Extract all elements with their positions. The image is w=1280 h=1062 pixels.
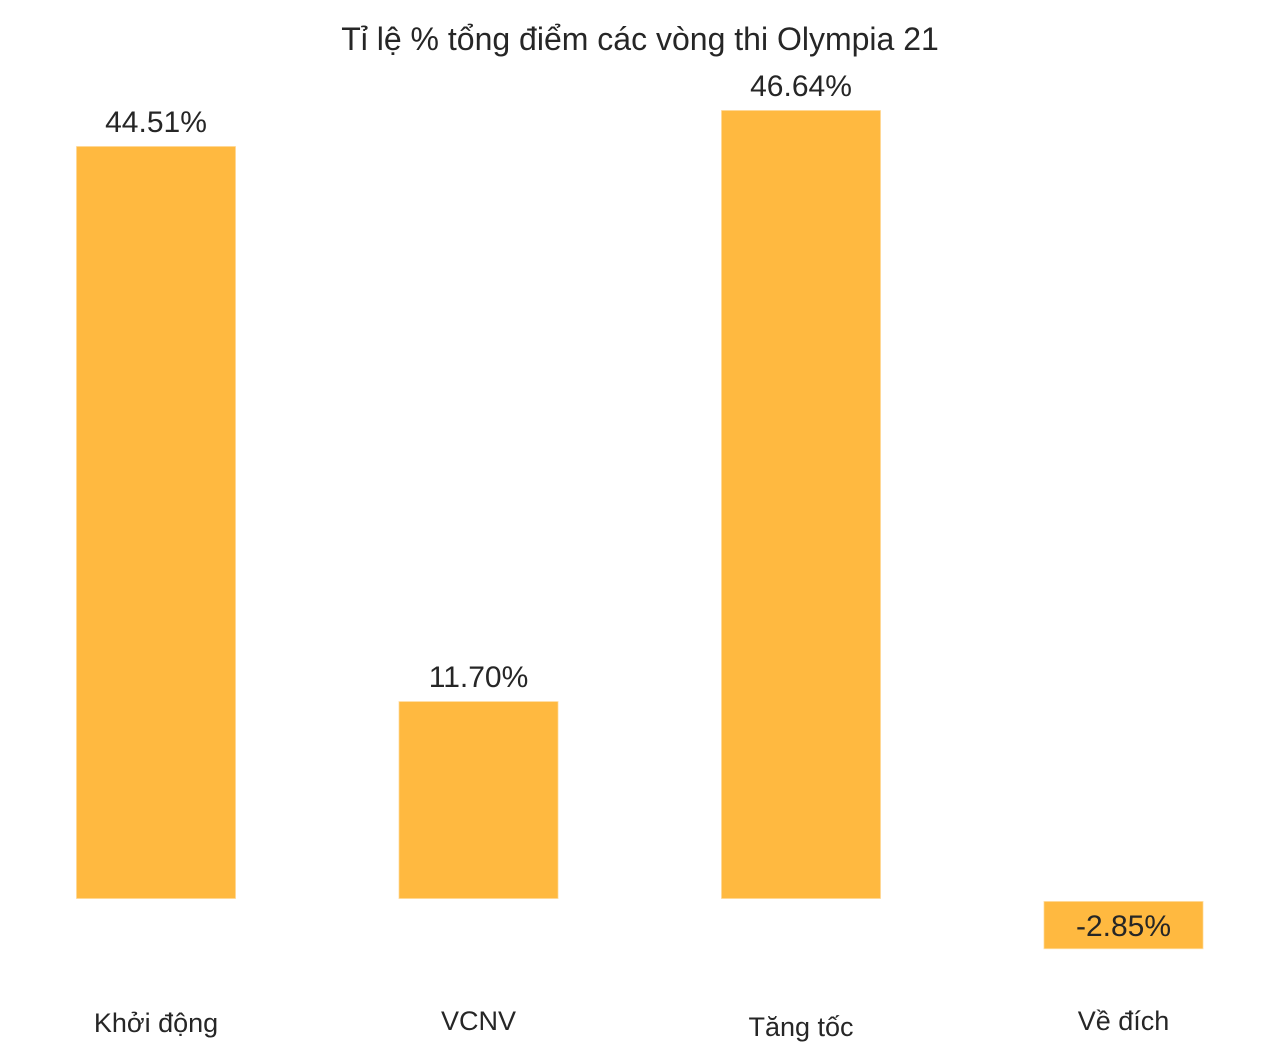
- category-label-2: Tăng tốc: [748, 1012, 853, 1042]
- value-labels-group: 44.51% 11.70% 46.64% -2.85%: [105, 70, 1171, 943]
- value-label-2: 46.64%: [750, 70, 852, 103]
- value-label-3: -2.85%: [1076, 910, 1171, 943]
- bar-1: [397, 700, 560, 900]
- category-label-3: Về đích: [1078, 1006, 1170, 1036]
- value-label-1: 11.70%: [429, 661, 529, 694]
- value-label-0: 44.51%: [105, 106, 207, 139]
- category-label-1: VCNV: [441, 1006, 516, 1036]
- bar-2: [720, 109, 882, 900]
- chart-title: Tỉ lệ % tổng điểm các vòng thi Olympia 2…: [341, 21, 939, 57]
- bars-group: [75, 109, 1205, 950]
- category-label-0: Khởi động: [94, 1008, 218, 1038]
- category-labels-group: Khởi động VCNV Tăng tốc Về đích: [94, 1006, 1169, 1042]
- bar-0: [75, 145, 237, 900]
- bar-3: [1042, 900, 1205, 950]
